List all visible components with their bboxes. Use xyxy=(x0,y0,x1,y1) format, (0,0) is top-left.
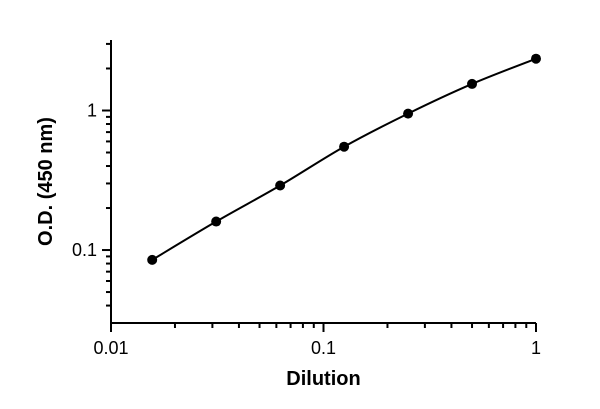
data-point xyxy=(339,141,350,152)
x-tick-label: 0.1 xyxy=(311,338,336,358)
y-tick-label: 0.1 xyxy=(72,240,97,260)
data-point xyxy=(275,180,286,191)
y-axis-title: O.D. (450 nm) xyxy=(35,117,57,246)
fit-curve xyxy=(151,57,537,261)
data-point xyxy=(147,254,158,265)
data-point xyxy=(531,53,541,64)
data-point xyxy=(467,78,478,89)
data-point xyxy=(403,108,414,119)
plot-area xyxy=(147,53,541,265)
x-tick-label: 0.01 xyxy=(93,338,128,358)
data-point xyxy=(211,216,222,227)
x-ticks: 0.01 0.1 1 xyxy=(93,323,541,358)
x-tick-label: 1 xyxy=(531,338,541,358)
x-axis-title: Dilution xyxy=(286,368,360,390)
y-ticks: 0.11 xyxy=(72,42,111,307)
y-tick-label: 1 xyxy=(87,100,97,120)
